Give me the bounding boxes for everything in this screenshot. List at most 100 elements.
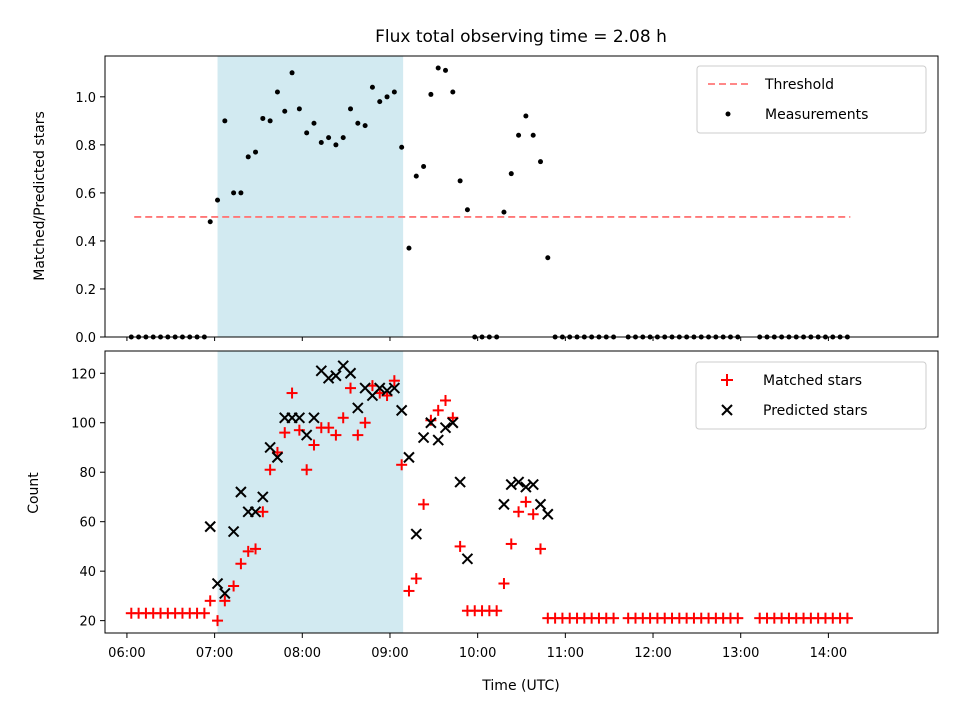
- predicted-star-stroke-b: [359, 382, 371, 394]
- bottom-y-tick-label: 20: [79, 615, 96, 630]
- measurement-point: [207, 219, 213, 225]
- top-axes-frame: [104, 55, 939, 338]
- predicted-star-stroke-b: [410, 528, 422, 540]
- predicted-star-stroke-b: [257, 491, 269, 503]
- bottom-x-tick-label: 11:00: [547, 646, 584, 661]
- matched-star-point: [388, 375, 400, 387]
- measurement-point: [215, 197, 221, 203]
- bottom-y-tick-label: 100: [71, 417, 96, 432]
- matched-star-point: [242, 545, 254, 557]
- matched-star-point: [301, 464, 313, 476]
- predicted-star-stroke-b: [425, 417, 437, 429]
- matched-star-point: [352, 429, 364, 441]
- matched-star-point: [212, 615, 224, 627]
- matched-star-point: [279, 427, 291, 439]
- predicted-star-stroke-b: [204, 520, 216, 533]
- matched-star-point: [732, 612, 744, 624]
- matched-star-point: [841, 612, 853, 624]
- measurement-point: [406, 245, 412, 251]
- measurement-point: [348, 106, 354, 112]
- matched-star-point: [505, 538, 517, 550]
- predicted-star-point: [330, 370, 342, 382]
- measurement-point: [435, 65, 441, 71]
- predicted-star-stroke-b: [249, 506, 262, 518]
- bottom-axes-frame: [104, 350, 939, 634]
- predicted-star-point: [498, 498, 510, 511]
- predicted-star-point: [322, 372, 335, 384]
- predicted-star-stroke-b: [534, 498, 547, 511]
- predicted-star-stroke-b: [344, 367, 357, 379]
- predicted-star-point: [374, 382, 386, 394]
- predicted-star-point: [395, 404, 408, 417]
- predicted-star-stroke-b: [498, 498, 510, 511]
- matched-star-point: [440, 394, 452, 406]
- predicted-star-point: [439, 421, 452, 434]
- measurement-point: [355, 120, 361, 126]
- bottom-legend: Matched stars Predicted stars: [695, 361, 927, 430]
- predicted-star-stroke-b: [505, 478, 517, 491]
- measurement-point: [231, 190, 237, 196]
- bottom-x-tick-label: 09:00: [371, 646, 408, 661]
- predicted-star-point: [204, 520, 216, 533]
- predicted-star-point: [512, 476, 525, 488]
- measurement-point: [501, 209, 507, 215]
- measurement-point: [457, 178, 463, 184]
- predicted-star-stroke-b: [322, 372, 335, 384]
- predicted-star-stroke-b: [439, 421, 452, 434]
- predicted-star-stroke-b: [395, 404, 408, 417]
- predicted-star-stroke-b: [211, 577, 224, 590]
- predicted-star-stroke-b: [461, 553, 474, 565]
- matched-star-point: [410, 573, 422, 585]
- predicted-star-point: [219, 587, 231, 600]
- measurement-point: [369, 84, 375, 90]
- top-y-tick-label: 0.8: [75, 139, 96, 154]
- predicted-star-point: [293, 412, 306, 424]
- measurement-point: [326, 135, 332, 141]
- measurement-point: [260, 115, 266, 121]
- predicted-star-point: [403, 451, 415, 464]
- predicted-star-stroke-b: [447, 417, 459, 429]
- measurement-point: [428, 91, 434, 97]
- bottom-panel: 20 40 60 80 100 120 06:00 07:00 08:00 09:00 10:00…: [26, 350, 939, 694]
- matched-star-point: [330, 429, 342, 441]
- predicted-star-point: [352, 402, 364, 414]
- bottom-y-tick-label: 80: [79, 466, 96, 481]
- predicted-star-point: [410, 528, 422, 540]
- matched-star-point: [513, 506, 525, 518]
- measurement-point: [464, 207, 470, 213]
- predicted-star-stroke-b: [403, 451, 415, 464]
- predicted-star-point: [425, 417, 437, 429]
- matched-star-point: [204, 595, 216, 607]
- measurement-point: [267, 118, 273, 124]
- measurement-point: [222, 118, 228, 124]
- predicted-star-point: [447, 417, 459, 429]
- measurement-point: [450, 89, 456, 95]
- matched-star-point: [527, 508, 539, 520]
- matched-star-point: [359, 417, 371, 429]
- matched-star-point: [520, 496, 532, 508]
- predicted-star-stroke-b: [374, 382, 386, 394]
- predicted-star-point: [235, 486, 247, 498]
- predicted-star-stroke-b: [227, 525, 240, 538]
- measurement-point: [318, 139, 324, 145]
- matched-star-point: [498, 578, 510, 590]
- bottom-x-tick-label: 12:00: [634, 646, 671, 661]
- matched-star-point: [257, 506, 269, 518]
- predicted-star-stroke-b: [235, 486, 247, 498]
- matched-star-point: [308, 439, 320, 451]
- top-y-tick-label: 0.6: [75, 187, 96, 202]
- predicted-star-point: [227, 525, 240, 538]
- predicted-star-stroke-b: [542, 508, 554, 520]
- top-y-tick-label: 0.4: [75, 235, 96, 250]
- legend-threshold-label: Threshold: [764, 77, 834, 93]
- bottom-x-tick-label: 14:00: [810, 646, 847, 661]
- bottom-y-tick-label: 120: [71, 367, 96, 382]
- predicted-star-stroke-b: [520, 481, 532, 493]
- measurement-point: [399, 144, 405, 150]
- predicted-star-stroke-b: [300, 429, 313, 441]
- predicted-star-stroke-b: [381, 384, 393, 397]
- measurement-point: [523, 113, 529, 119]
- measurement-point: [443, 67, 449, 73]
- measurement-point: [384, 94, 390, 100]
- predicted-star-point: [249, 506, 262, 518]
